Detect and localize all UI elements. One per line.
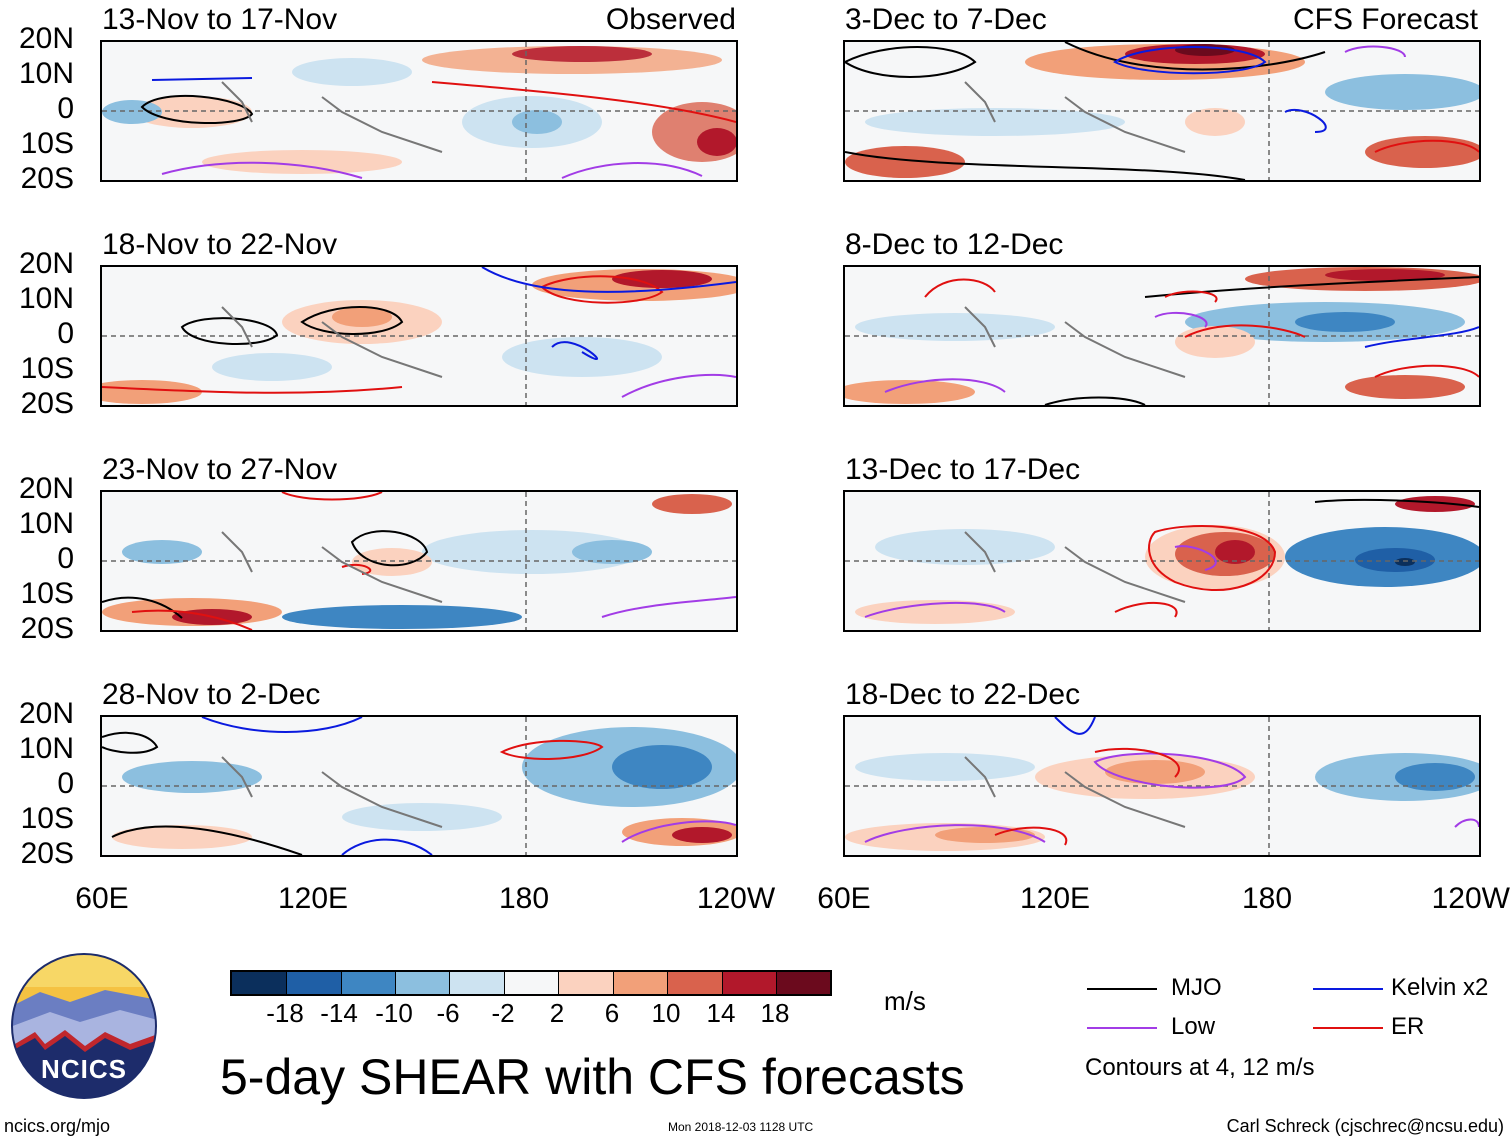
lat-label: 20S (20, 387, 74, 420)
colorbar-cell (777, 972, 830, 994)
lat-label: 20S (20, 612, 74, 645)
lat-label: 0 (57, 317, 74, 350)
panel-label-observed: Observed (605, 3, 736, 36)
colorbar-cell (668, 972, 723, 994)
colorbar-tick: -10 (375, 998, 413, 1028)
panel-title-right-3: 13-Dec to 17-Dec (845, 453, 1081, 486)
ncics-logo-text: NCICS (41, 1054, 127, 1084)
lat-label: 20S (20, 837, 74, 870)
colorbar-tick: -2 (491, 998, 515, 1028)
map-panel-right-2 (843, 265, 1481, 407)
lat-label: 20N (18, 697, 74, 730)
legend-note: Contours at 4, 12 m/s (1085, 1054, 1315, 1081)
lat-label: 10N (18, 732, 74, 765)
lat-label: 0 (57, 92, 74, 125)
lat-label: 10S (20, 802, 74, 835)
lon-label: 60E (75, 882, 129, 915)
colorbar-tick: -6 (436, 998, 460, 1028)
colorbar-tick: 6 (604, 998, 620, 1028)
colorbar-cell (342, 972, 396, 994)
lon-label: 60E (817, 882, 871, 915)
legend-label-low: Low (1171, 1013, 1216, 1040)
lat-label: 20S (20, 162, 74, 195)
panel-title-right-4: 18-Dec to 22-Dec (845, 678, 1081, 711)
map-panel-left-2 (100, 265, 738, 407)
ncics-logo: NCICS (10, 952, 158, 1100)
map-panel-right-3 (843, 490, 1481, 632)
colorbar-cell (232, 972, 287, 994)
panel-title-left-1: 13-Nov to 17-Nov (102, 3, 338, 36)
colorbar-tick: 10 (651, 998, 681, 1028)
lat-label: 10N (18, 507, 74, 540)
legend-label-mjo: MJO (1171, 974, 1222, 1001)
lat-label: 0 (57, 542, 74, 575)
lat-label: 10N (18, 282, 74, 315)
legend-swatch-mjo (1087, 988, 1157, 990)
lon-label: 120W (696, 882, 776, 915)
lat-label: 20N (18, 472, 74, 505)
legend: MJO Kelvin x2 Low ER Contours at 4, 12 m… (1085, 970, 1505, 1085)
lon-label: 180 (498, 882, 550, 915)
legend-swatch-kelvin (1313, 988, 1383, 990)
panel-title-right-1: 3-Dec to 7-Dec (845, 3, 1047, 36)
footer-timestamp: Mon 2018-12-03 1128 UTC (668, 1120, 814, 1134)
colorbar-cell (450, 972, 505, 994)
legend-swatch-low (1087, 1027, 1157, 1029)
legend-swatch-er (1313, 1027, 1383, 1029)
lat-label: 10S (20, 352, 74, 385)
lon-label: 180 (1241, 882, 1293, 915)
colorbar-cell (559, 972, 614, 994)
colorbar-units: m/s (884, 986, 926, 1016)
colorbar-cell (396, 972, 450, 994)
colorbar-tick: -18 (266, 998, 304, 1028)
colorbar (230, 970, 832, 996)
panel-title-left-4: 28-Nov to 2-Dec (102, 678, 321, 711)
footer-credit: Carl Schreck (cjschrec@ncsu.edu) (1226, 1116, 1504, 1136)
colorbar-tick: 14 (706, 998, 736, 1028)
map-panel-right-1 (843, 40, 1481, 182)
panel-title-left-3: 23-Nov to 27-Nov (102, 453, 338, 486)
colorbar-cell (614, 972, 668, 994)
colorbar-cell (723, 972, 777, 994)
lon-label: 120E (1019, 882, 1091, 915)
colorbar-tick: 2 (549, 998, 565, 1028)
lon-label: 120W (1431, 882, 1510, 915)
main-title: 5-day SHEAR with CFS forecasts (220, 1049, 965, 1105)
colorbar-cell (287, 972, 342, 994)
panel-title-left-2: 18-Nov to 22-Nov (102, 228, 338, 261)
lat-label: 10N (18, 57, 74, 90)
lat-label: 10S (20, 577, 74, 610)
lon-label: 120E (277, 882, 349, 915)
colorbar-tick: -14 (320, 998, 358, 1028)
colorbar-cell (505, 972, 559, 994)
panel-label-cfs-forecast: CFS Forecast (1292, 3, 1478, 36)
legend-label-kelvin: Kelvin x2 (1391, 974, 1489, 1001)
colorbar-tick: 18 (760, 998, 790, 1028)
map-panel-right-4 (843, 715, 1481, 857)
map-panel-left-4 (100, 715, 738, 857)
footer-url[interactable]: ncics.org/mjo (4, 1116, 111, 1136)
lat-label: 20N (18, 22, 74, 55)
map-panel-left-3 (100, 490, 738, 632)
panel-title-right-2: 8-Dec to 12-Dec (845, 228, 1064, 261)
lat-label: 10S (20, 127, 74, 160)
lat-label: 0 (57, 767, 74, 800)
map-panel-left-1 (100, 40, 738, 182)
legend-label-er: ER (1391, 1013, 1425, 1040)
lat-label: 20N (18, 247, 74, 280)
